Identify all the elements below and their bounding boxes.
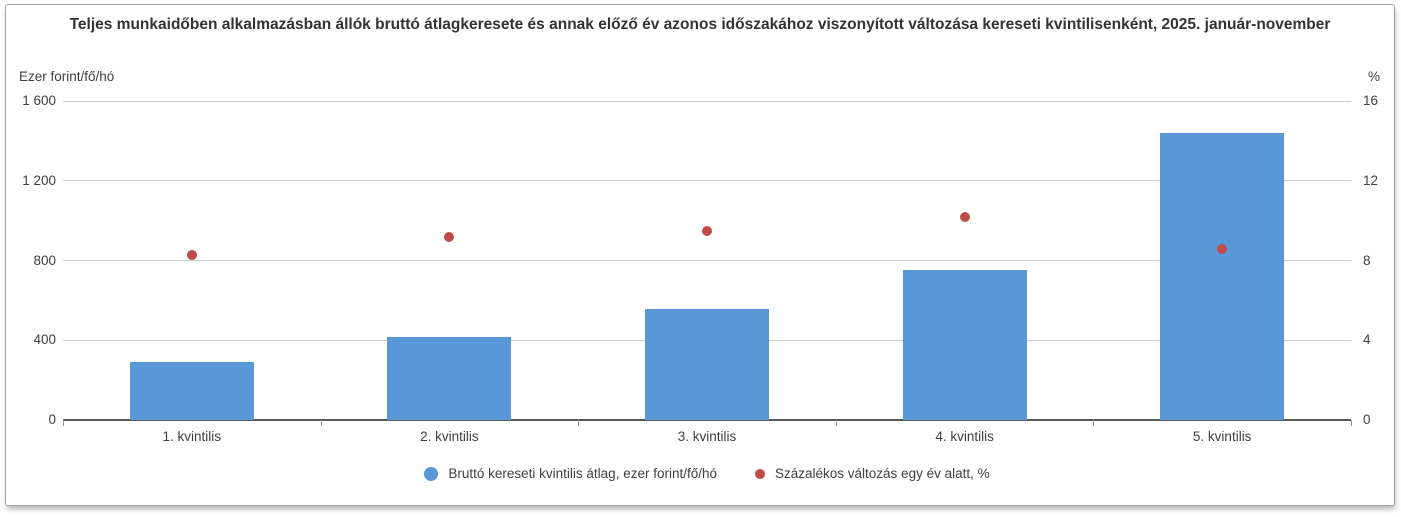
dot-series-legend-marker-icon: [755, 469, 765, 479]
bar-kvintilis-1: [129, 362, 254, 420]
left-axis-tick-800: 800: [33, 252, 56, 268]
x-axis-tick-4: [1093, 420, 1095, 426]
gridline-1200: [63, 180, 1351, 182]
dot-kvintilis-1: [186, 249, 197, 260]
right-axis-unit-label: %: [1367, 69, 1380, 84]
right-axis-tick-4: 4: [1363, 332, 1371, 348]
right-axis-tick-12: 12: [1363, 172, 1379, 188]
chart-card: Teljes munkaidőben alkalmazásban állók b…: [5, 4, 1395, 506]
legend-label-dots: Százalékos változás egy év alatt, %: [775, 466, 990, 481]
gridline-800: [63, 260, 1351, 261]
right-axis-tick-16: 16: [1363, 93, 1379, 108]
bar-kvintilis-5: [1160, 133, 1285, 420]
left-axis-unit-label: Ezer forint/fő/hó: [19, 69, 115, 84]
legend-label-bars: Bruttó kereseti kvintilis átlag, ezer fo…: [448, 466, 717, 481]
bar-series-legend-marker-icon: [424, 467, 439, 481]
right-axis-tick-8: 8: [1363, 252, 1371, 268]
x-axis-tick-2: [578, 420, 580, 426]
x-axis-tick-1: [320, 420, 322, 426]
category-label-4: 4. kvintilis: [935, 429, 994, 444]
left-axis-tick-1200: 1 200: [22, 172, 56, 188]
category-label-5: 5. kvintilis: [1192, 429, 1252, 444]
bar-kvintilis-3: [645, 308, 769, 420]
left-axis-tick-1600: 1 600: [22, 93, 56, 108]
category-label-3: 3. kvintilis: [677, 429, 737, 444]
bar-kvintilis-4: [902, 270, 1027, 420]
x-axis-tick-3: [835, 420, 837, 426]
dot-kvintilis-3: [702, 225, 712, 236]
x-axis-line: [63, 419, 1351, 421]
legend-item-bars[interactable]: Bruttó kereseti kvintilis átlag, ezer fo…: [424, 465, 717, 483]
dot-kvintilis-5: [1217, 243, 1228, 254]
plot-area: [63, 100, 1351, 421]
gridline-1600: [63, 100, 1351, 102]
legend-item-dots[interactable]: Százalékos változás egy év alatt, %: [755, 465, 990, 483]
x-axis-tick-0: [63, 420, 64, 426]
chart-legend: Bruttó kereseti kvintilis átlag, ezer fo…: [63, 465, 1351, 483]
x-axis-tick-5: [1351, 420, 1352, 426]
dot-kvintilis-2: [444, 231, 455, 242]
dot-kvintilis-4: [959, 211, 970, 222]
left-axis-tick-0: 0: [48, 412, 56, 427]
category-label-1: 1. kvintilis: [162, 429, 222, 444]
left-axis-tick-400: 400: [33, 332, 56, 348]
chart-title: Teljes munkaidőben alkalmazásban állók b…: [69, 16, 1331, 33]
category-label-2: 2. kvintilis: [420, 429, 479, 444]
bar-kvintilis-2: [387, 337, 512, 420]
right-axis-tick-0: 0: [1363, 412, 1371, 427]
